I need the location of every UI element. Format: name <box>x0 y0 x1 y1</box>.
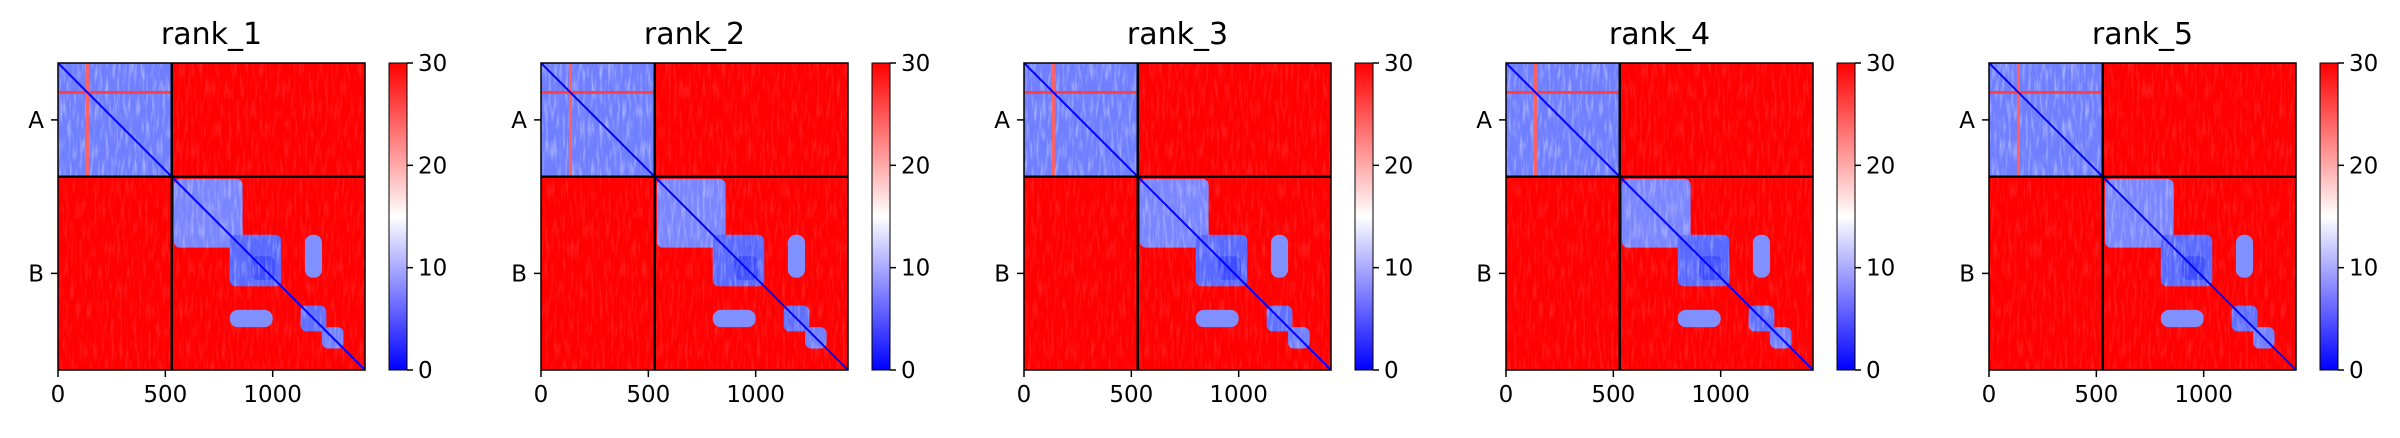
x-tick-label: 0 <box>51 382 66 408</box>
x-tick-label: 500 <box>626 382 670 408</box>
chain-b-contact-2 <box>304 234 323 278</box>
colorbar-tick-label: 10 <box>418 256 447 282</box>
chain-label: B <box>511 261 527 287</box>
chain-b-contact-2 <box>1270 234 1289 278</box>
chain-label: B <box>1476 261 1492 287</box>
axes-frame <box>1023 62 1332 371</box>
chain-a-streak-v <box>85 63 89 177</box>
chain-b-contact-1 <box>712 309 756 328</box>
chain-label: B <box>994 261 1010 287</box>
x-tick-label: 500 <box>143 382 187 408</box>
chain-label: A <box>1959 108 1975 134</box>
colorbar-tick-label: 30 <box>1384 51 1413 77</box>
colorbar-tick-label: 20 <box>1384 153 1413 179</box>
panel-title: rank_4 <box>1609 17 1710 52</box>
x-tick-label: 1000 <box>243 382 302 408</box>
colorbar <box>1836 62 1856 371</box>
chain-a-streak <box>541 90 655 94</box>
chain-b-contact-2 <box>2235 234 2254 278</box>
heatmap-panel-1: rank_1 0 500 1000 A B 0 10 20 30 <box>28 17 447 408</box>
chain-a-streak <box>1506 90 1620 94</box>
colorbar-tick-label: 20 <box>2349 153 2378 179</box>
colorbar-tick-label: 0 <box>418 358 433 384</box>
colorbar-tick-label: 10 <box>1866 256 1895 282</box>
heatmap-cells <box>58 63 365 370</box>
diagonal <box>1506 63 1813 370</box>
x-tick-label: 500 <box>1591 382 1635 408</box>
colorbar-tick-label: 20 <box>901 153 930 179</box>
panel-title: rank_1 <box>161 17 262 52</box>
chain-a-streak-v <box>2016 63 2020 177</box>
chain-label: A <box>511 108 527 134</box>
chain-b-contact-1 <box>229 309 273 328</box>
heatmap-cells <box>1989 63 2296 370</box>
x-tick-label: 500 <box>2074 382 2118 408</box>
chain-a-streak <box>58 90 172 94</box>
x-tick-label: 0 <box>1982 382 1997 408</box>
colorbar-tick-label: 0 <box>2349 358 2364 384</box>
chain-b-contact-1 <box>1195 309 1239 328</box>
chain-a-streak-v <box>1051 63 1055 177</box>
chain-label: B <box>1959 261 1975 287</box>
chain-b-contact-2 <box>787 234 806 278</box>
chain-label: B <box>28 261 44 287</box>
colorbar-tick-label: 20 <box>1866 153 1895 179</box>
colorbar <box>871 62 891 371</box>
x-tick-label: 1000 <box>726 382 785 408</box>
colorbar <box>1354 62 1374 371</box>
axes-frame <box>1505 62 1814 371</box>
chain-label: A <box>994 108 1010 134</box>
x-tick-label: 1000 <box>1209 382 1268 408</box>
colorbar-tick-label: 30 <box>2349 51 2378 77</box>
colorbar <box>2319 62 2339 371</box>
colorbar-tick-label: 10 <box>901 256 930 282</box>
chain-b-contact-1 <box>1677 309 1721 328</box>
x-tick-label: 500 <box>1109 382 1153 408</box>
colorbar-tick-label: 30 <box>901 51 930 77</box>
chain-a-streak <box>1024 90 1138 94</box>
panel-title: rank_3 <box>1127 17 1228 52</box>
diagonal <box>1024 63 1331 370</box>
colorbar-tick-label: 20 <box>418 153 447 179</box>
panel-title: rank_2 <box>644 17 745 52</box>
chain-a-streak-v <box>1533 63 1537 177</box>
chain-b-contact-2 <box>1752 234 1771 278</box>
axes-frame <box>540 62 849 371</box>
heatmap-panel-5: rank_5 0 500 1000 A B 0 10 20 30 <box>1959 17 2378 408</box>
chain-label: A <box>28 108 44 134</box>
x-tick-label: 1000 <box>2174 382 2233 408</box>
x-tick-label: 0 <box>1499 382 1514 408</box>
x-tick-label: 0 <box>1017 382 1032 408</box>
colorbar-tick-label: 0 <box>901 358 916 384</box>
diagonal <box>541 63 848 370</box>
panel-title: rank_5 <box>2092 17 2193 52</box>
chain-b-contact-1 <box>2160 309 2204 328</box>
heatmap-cells <box>1506 63 1813 370</box>
colorbar-tick-label: 0 <box>1384 358 1399 384</box>
colorbar-tick-label: 30 <box>1866 51 1895 77</box>
heatmap-panel-2: rank_2 0 500 1000 A B 0 10 20 30 <box>511 17 930 408</box>
chain-label: A <box>1476 108 1492 134</box>
heatmap-cells <box>541 63 848 370</box>
chain-a-streak <box>1989 90 2103 94</box>
heatmap-cells <box>1024 63 1331 370</box>
x-tick-label: 1000 <box>1691 382 1750 408</box>
heatmap-panel-4: rank_4 0 500 1000 A B 0 10 20 30 <box>1476 17 1895 408</box>
colorbar-tick-label: 30 <box>418 51 447 77</box>
axes-frame <box>1988 62 2297 371</box>
x-tick-label: 0 <box>534 382 549 408</box>
heatmap-panel-3: rank_3 0 500 1000 A B 0 10 20 30 <box>994 17 1413 408</box>
colorbar-tick-label: 10 <box>2349 256 2378 282</box>
diagonal <box>58 63 365 370</box>
colorbar-tick-label: 0 <box>1866 358 1881 384</box>
chain-a-streak-v <box>568 63 572 177</box>
axes-frame <box>57 62 366 371</box>
colorbar-tick-label: 10 <box>1384 256 1413 282</box>
diagonal <box>1989 63 2296 370</box>
colorbar <box>388 62 408 371</box>
